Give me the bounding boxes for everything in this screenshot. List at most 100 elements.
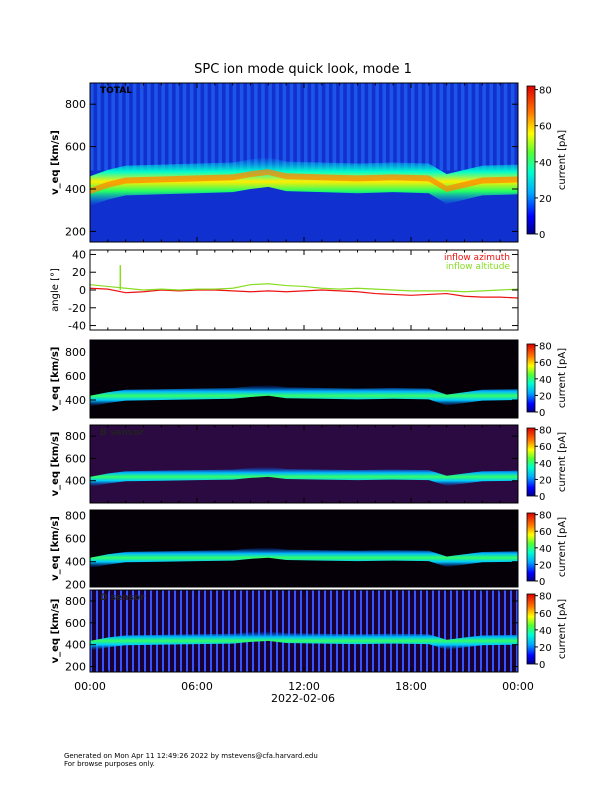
heatmap-streak bbox=[111, 83, 115, 171]
legend-entry: inflow altitude bbox=[446, 262, 511, 272]
y-axis-label: v_eq [km/s] bbox=[50, 599, 61, 664]
heatmap-streak bbox=[254, 83, 258, 171]
velocity-band bbox=[90, 631, 518, 651]
colorbar-tick-label: 0 bbox=[539, 577, 545, 588]
footer-line-2: For browse purposes only. bbox=[64, 760, 155, 768]
panel-label: D sensor bbox=[100, 593, 145, 603]
x-tick-label: 00:00 bbox=[74, 680, 106, 693]
heatmap-streak bbox=[503, 83, 508, 171]
time-axis: 00:00 06:00 12:00 18:00 00:00 bbox=[74, 680, 534, 693]
heatmap-streak bbox=[446, 83, 451, 171]
heatmap-streak bbox=[510, 83, 515, 171]
heatmap-streak bbox=[239, 83, 244, 171]
heatmap-streak bbox=[132, 83, 137, 171]
heatmap-streak bbox=[361, 83, 365, 171]
colorbar-tick-label: 40 bbox=[539, 375, 552, 386]
heatmap-streak bbox=[182, 83, 187, 171]
heatmap-streak bbox=[382, 83, 387, 171]
heatmap-streak bbox=[304, 83, 308, 171]
panel-1: TOTAL 200 400 600 800 v_eq [km/s] 0 20 40 60 80 cur… bbox=[50, 82, 568, 243]
colorbar: 0 20 40 60 80 current [pA] bbox=[526, 426, 568, 503]
colorbar-tick-label: 0 bbox=[539, 492, 545, 503]
colorbar-scale bbox=[526, 512, 536, 582]
heatmap-streak bbox=[175, 83, 180, 171]
series-inflow-azimuth bbox=[89, 287, 519, 299]
heatmap-streak bbox=[104, 83, 108, 171]
heatmap-streak bbox=[232, 83, 237, 171]
heatmap-streak bbox=[453, 83, 458, 171]
heatmap-streak bbox=[118, 83, 123, 171]
heatmap-streak bbox=[375, 83, 379, 171]
heatmap-streak bbox=[154, 83, 158, 171]
heatmap-streak bbox=[311, 83, 315, 171]
heatmap-streak bbox=[468, 83, 472, 171]
heatmap-streak bbox=[482, 83, 486, 171]
colorbar-label: current [pA] bbox=[557, 348, 568, 408]
panel-label: TOTAL bbox=[100, 86, 132, 96]
y-axis-label: v_eq [km/s] bbox=[50, 432, 61, 497]
velocity-band bbox=[90, 466, 518, 487]
y-tick-label: 200 bbox=[65, 579, 86, 592]
colorbar-tick-label: 20 bbox=[539, 643, 552, 654]
y-axis-label: angle [°] bbox=[50, 268, 61, 312]
heatmap-streak bbox=[325, 83, 329, 171]
heatmap-streak bbox=[432, 83, 436, 171]
colorbar-scale bbox=[526, 427, 536, 497]
x-tick-label: 18:00 bbox=[395, 680, 427, 693]
y-tick-label: 400 bbox=[65, 556, 86, 569]
y-tick-label: -20 bbox=[68, 302, 86, 315]
heatmap-streak bbox=[282, 83, 287, 171]
colorbar-tick-label: 20 bbox=[539, 194, 552, 205]
y-tick-label: 600 bbox=[65, 617, 86, 630]
heatmap-streak bbox=[318, 83, 322, 171]
colorbar-scale bbox=[526, 85, 536, 235]
colorbar-tick-label: 80 bbox=[539, 342, 552, 353]
legend-entry: inflow azimuth bbox=[444, 253, 510, 263]
colorbar: 0 20 40 60 80 current [pA] bbox=[526, 511, 568, 588]
heatmap-streak bbox=[332, 83, 337, 171]
heatmap-streak bbox=[353, 83, 358, 171]
heatmap-streak bbox=[296, 83, 301, 171]
colorbar: 0 20 40 60 80 current [pA] bbox=[526, 592, 568, 671]
y-tick-label: 40 bbox=[72, 248, 86, 261]
heatmap-streak bbox=[418, 83, 422, 171]
y-tick-label: 800 bbox=[65, 510, 86, 523]
colorbar-tick-label: 80 bbox=[539, 511, 552, 522]
y-tick-label: 800 bbox=[65, 98, 86, 111]
heatmap-streak bbox=[204, 83, 208, 171]
heatmap-background bbox=[90, 425, 518, 503]
heatmap-streak bbox=[147, 83, 151, 171]
colorbar-tick-label: 80 bbox=[539, 426, 552, 437]
colorbar-tick-label: 60 bbox=[539, 527, 552, 538]
heatmap-streak bbox=[289, 83, 294, 171]
heatmap-streak bbox=[189, 83, 194, 171]
heatmap-background bbox=[90, 590, 518, 672]
colorbar: 0 20 40 60 80 current [pA] bbox=[526, 342, 568, 419]
velocity-band bbox=[90, 547, 518, 569]
colorbar-tick-label: 80 bbox=[539, 86, 552, 97]
x-tick-label: 00:00 bbox=[502, 680, 534, 693]
x-tick-label: 12:00 bbox=[288, 680, 320, 693]
heatmap-streak bbox=[439, 83, 444, 171]
heatmap-streak bbox=[125, 83, 130, 171]
y-tick-label: 0 bbox=[79, 284, 86, 297]
panel-5: 200 400 600 800 v_eq [km/s] 0 20 40 60 80 current … bbox=[50, 509, 568, 592]
heatmap-streak bbox=[218, 83, 222, 171]
y-tick-label: 20 bbox=[72, 266, 86, 279]
heatmap-streak bbox=[197, 83, 201, 171]
heatmap-streak bbox=[261, 83, 265, 171]
colorbar: 0 20 40 60 80 current [pA] bbox=[526, 85, 568, 241]
panel-label: B sensor bbox=[100, 428, 144, 438]
figure-title: SPC ion mode quick look, mode 1 bbox=[194, 62, 412, 77]
heatmap-streak bbox=[225, 83, 230, 171]
velocity-band-core bbox=[90, 169, 518, 195]
heatmap-streak bbox=[403, 83, 408, 171]
heatmap-background bbox=[90, 340, 518, 418]
y-tick-label: 200 bbox=[65, 225, 86, 238]
footer: Generated on Mon Apr 11 12:49:26 2022 by… bbox=[64, 752, 318, 768]
heatmap-streak bbox=[475, 83, 479, 171]
heatmap-streak bbox=[489, 83, 494, 171]
y-tick-label: 200 bbox=[65, 661, 86, 674]
colorbar-label: current [pA] bbox=[557, 130, 568, 190]
